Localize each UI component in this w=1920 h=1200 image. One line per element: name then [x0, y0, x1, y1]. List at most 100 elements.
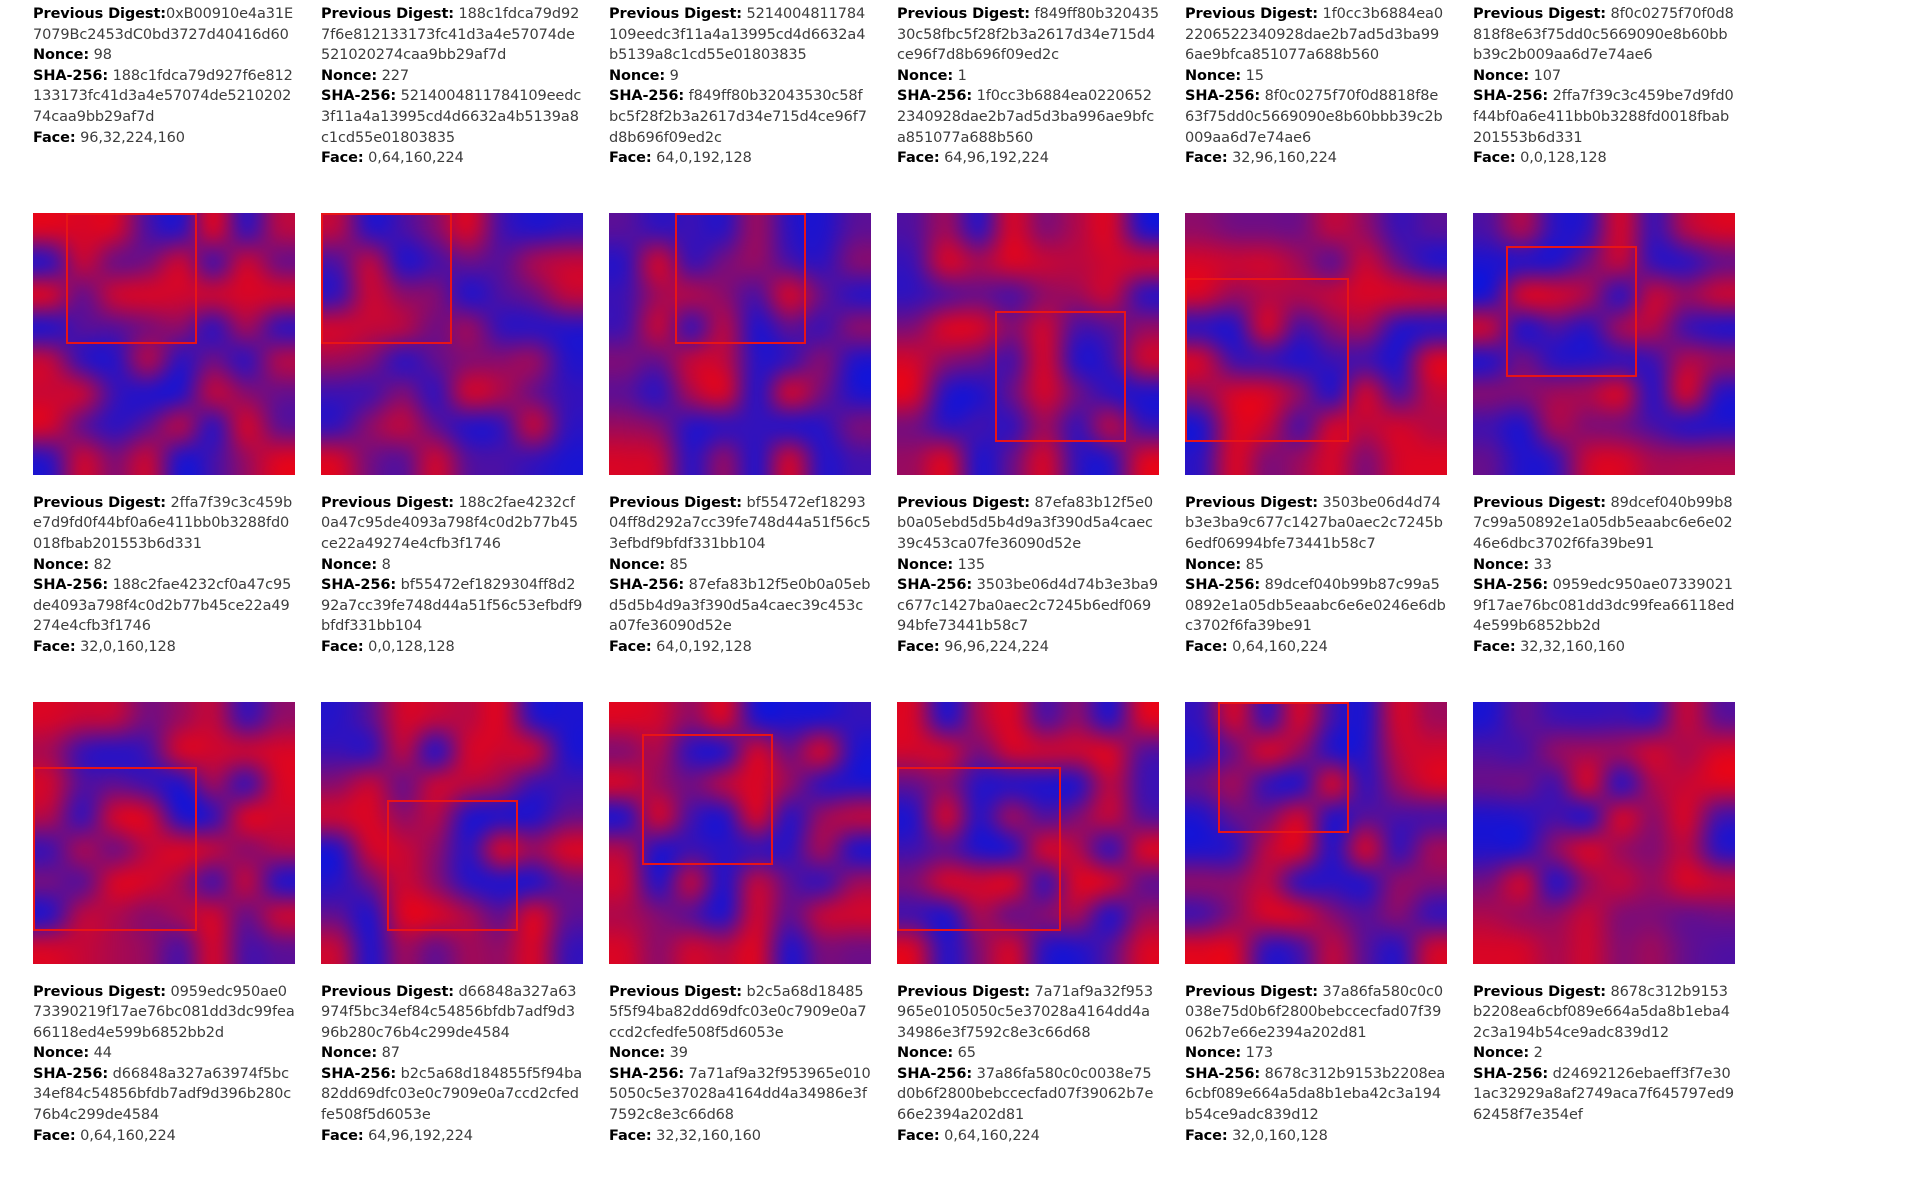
- prev-digest-value: bf55472ef1829304ff8d292a7cc39fe748d44a51…: [609, 494, 871, 552]
- nonce-line: Nonce: 1: [897, 66, 1159, 87]
- nonce-line: Nonce: 227: [321, 66, 583, 87]
- hash-noise-image: [1473, 701, 1735, 964]
- sha256-line: SHA-256: 89dcef040b99b87c99a50892e1a05db…: [1185, 575, 1447, 637]
- sha256-value: 37a86fa580c0c0038e75d0b6f2800bebccecfad0…: [897, 1065, 1154, 1124]
- prev-digest-value: f849ff80b32043530c58fbc5f28f2b3a2617d34e…: [897, 6, 1159, 64]
- hash-noise-image: [609, 212, 871, 475]
- sha256-value: f849ff80b32043530c58fbc5f28f2b3a2617d34e…: [609, 88, 867, 146]
- sha256-line: SHA-256: 8f0c0275f70f0d8818f8e63f75dd0c5…: [1185, 86, 1447, 148]
- prev-digest-label: Previous Digest:: [33, 983, 166, 1000]
- face-value: 64,0,192,128: [651, 150, 752, 167]
- nonce-label: Nonce:: [1185, 1045, 1242, 1062]
- face-label: Face:: [897, 1127, 940, 1144]
- sha256-value: bf55472ef1829304ff8d292a7cc39fe748d44a51…: [321, 577, 583, 635]
- sha256-value: d24692126ebaeff3f7e301ac32929a8af2749aca…: [1473, 1065, 1734, 1124]
- face-label: Face:: [1473, 638, 1516, 655]
- nonce-label: Nonce:: [1185, 67, 1242, 84]
- face-label: Face:: [1185, 150, 1228, 167]
- prev-digest-label: Previous Digest:: [897, 983, 1030, 1000]
- prev-digest-label: Previous Digest:: [33, 494, 166, 511]
- hash-noise-image: [609, 701, 871, 964]
- prev-digest-label: Previous Digest:: [1185, 6, 1318, 22]
- block-caption: Previous Digest: b2c5a68d184855f5f94ba82…: [609, 982, 871, 1147]
- blockchain-block: Previous Digest: b2c5a68d184855f5f94ba82…: [609, 701, 871, 1147]
- block-caption: Previous Digest: 89dcef040b99b87c99a5089…: [1473, 493, 1735, 658]
- nonce-value: 85: [665, 556, 688, 573]
- face-value: 64,0,192,128: [651, 638, 752, 655]
- block-caption: Previous Digest: 5214004811784109eedc3f1…: [609, 4, 871, 169]
- blockchain-block: Previous Digest: 1f0cc3b6884ea0220652234…: [1185, 4, 1447, 169]
- prev-digest-label: Previous Digest:: [897, 6, 1030, 22]
- prev-digest-line: Previous Digest: 5214004811784109eedc3f1…: [609, 4, 871, 66]
- nonce-label: Nonce:: [897, 67, 954, 84]
- face-label: Face:: [33, 129, 76, 146]
- sha256-line: SHA-256: 87efa83b12f5e0b0a05ebd5d5b4d9a3…: [609, 575, 871, 637]
- nonce-label: Nonce:: [33, 1045, 90, 1062]
- prev-digest-line: Previous Digest: 89dcef040b99b87c99a5089…: [1473, 493, 1735, 555]
- prev-digest-value: 37a86fa580c0c0038e75d0b6f2800bebccecfad0…: [1185, 983, 1443, 1041]
- sha256-label: SHA-256:: [1473, 88, 1549, 105]
- face-label: Face:: [897, 150, 940, 167]
- sha256-value: b2c5a68d184855f5f94ba82dd69dfc03e0c7909e…: [321, 1065, 582, 1124]
- sha256-label: SHA-256:: [33, 577, 109, 594]
- sha256-label: SHA-256:: [1473, 577, 1549, 594]
- block-caption: Previous Digest: 7a71af9a32f953965e01050…: [897, 982, 1159, 1147]
- block-caption: Previous Digest: 1f0cc3b6884ea0220652234…: [1185, 4, 1447, 169]
- nonce-label: Nonce:: [1185, 556, 1242, 573]
- nonce-value: 85: [1241, 556, 1264, 573]
- face-line: Face: 32,0,160,128: [1185, 1126, 1447, 1147]
- block-image: [33, 701, 295, 964]
- nonce-value: 39: [665, 1045, 688, 1062]
- face-label: Face:: [321, 150, 364, 167]
- blockchain-block: Previous Digest: f849ff80b32043530c58fbc…: [897, 4, 1159, 169]
- prev-digest-label: Previous Digest:: [1473, 6, 1606, 22]
- prev-digest-line: Previous Digest: d66848a327a63974f5bc34e…: [321, 982, 583, 1044]
- block-caption: Previous Digest: 188c2fae4232cf0a47c95de…: [321, 493, 583, 658]
- prev-digest-line: Previous Digest: 8678c312b9153b2208ea6cb…: [1473, 982, 1735, 1044]
- sha256-label: SHA-256:: [609, 577, 685, 594]
- prev-digest-line: Previous Digest: 188c2fae4232cf0a47c95de…: [321, 493, 583, 555]
- hash-noise-image: [321, 701, 583, 964]
- nonce-label: Nonce:: [897, 1045, 954, 1062]
- face-value: 96,96,224,224: [939, 638, 1049, 655]
- sha256-line: SHA-256: b2c5a68d184855f5f94ba82dd69dfc0…: [321, 1064, 583, 1126]
- prev-digest-line: Previous Digest: b2c5a68d184855f5f94ba82…: [609, 982, 871, 1044]
- face-label: Face:: [33, 1127, 76, 1144]
- face-label: Face:: [609, 1127, 652, 1144]
- sha256-value: 5214004811784109eedc3f11a4a13995cd4d6632…: [321, 88, 582, 146]
- nonce-line: Nonce: 173: [1185, 1043, 1447, 1064]
- face-line: Face: 64,0,192,128: [609, 637, 871, 658]
- prev-digest-line: Previous Digest: 3503be06d4d74b3e3ba9c67…: [1185, 493, 1447, 555]
- nonce-line: Nonce: 2: [1473, 1043, 1735, 1064]
- prev-digest-label: Previous Digest:: [321, 494, 454, 511]
- prev-digest-label: Previous Digest:: [33, 6, 166, 22]
- sha256-line: SHA-256: 8678c312b9153b2208ea6cbf089e664…: [1185, 1064, 1447, 1126]
- block-image: [897, 212, 1159, 475]
- block-caption: Previous Digest: 87efa83b12f5e0b0a05ebd5…: [897, 493, 1159, 658]
- face-value: 64,96,192,224: [363, 1127, 473, 1144]
- face-line: Face: 64,96,192,224: [321, 1126, 583, 1147]
- blockchain-block: Previous Digest: 89dcef040b99b87c99a5089…: [1473, 212, 1735, 658]
- face-value: 0,64,160,224: [75, 1127, 176, 1144]
- sha256-label: SHA-256:: [897, 1065, 973, 1082]
- sha256-label: SHA-256:: [897, 88, 973, 105]
- blockchain-block: Previous Digest: 3503be06d4d74b3e3ba9c67…: [1185, 212, 1447, 658]
- face-line: Face: 32,0,160,128: [33, 637, 295, 658]
- sha256-value: 1f0cc3b6884ea02206522340928dae2b7ad5d3ba…: [897, 88, 1155, 146]
- prev-digest-value: 188c2fae4232cf0a47c95de4093a798f4c0d2b77…: [321, 494, 578, 552]
- face-line: Face: 32,96,160,224: [1185, 148, 1447, 169]
- face-line: Face: 0,64,160,224: [1185, 637, 1447, 658]
- prev-digest-value: 7a71af9a32f953965e0105050c5e37028a4164dd…: [897, 983, 1153, 1041]
- sha256-value: 8678c312b9153b2208ea6cbf089e664a5da8b1eb…: [1185, 1065, 1446, 1124]
- block-caption: Previous Digest: 188c1fdca79d927f6e81213…: [321, 4, 583, 169]
- hash-noise-image: [897, 701, 1159, 964]
- nonce-label: Nonce:: [609, 67, 666, 84]
- prev-digest-value: d66848a327a63974f5bc34ef84c54856bfdb7adf…: [321, 983, 577, 1041]
- face-value: 96,32,224,160: [75, 129, 185, 146]
- nonce-value: 1: [953, 67, 967, 84]
- sha256-value: d66848a327a63974f5bc34ef84c54856bfdb7adf…: [33, 1065, 292, 1124]
- prev-digest-label: Previous Digest:: [1185, 494, 1318, 511]
- nonce-value: 33: [1529, 556, 1552, 573]
- sha256-value: 7a71af9a32f953965e0105050c5e37028a4164dd…: [609, 1065, 871, 1124]
- nonce-line: Nonce: 85: [1185, 555, 1447, 576]
